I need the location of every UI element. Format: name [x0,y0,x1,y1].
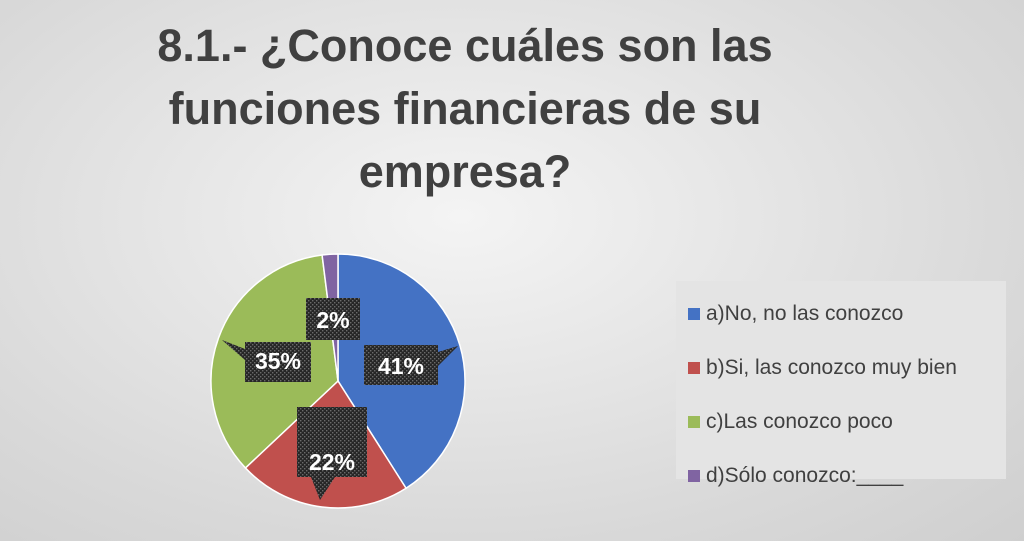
legend: a)No, no las conozco b)Si, las conozco m… [676,281,1006,487]
data-label-b: 22% [297,407,367,500]
data-label-text-c: 35% [255,348,301,374]
legend-item-d: d)Sólo conozco:____ [676,449,1006,503]
legend-label-b: b)Si, las conozco muy bien [706,356,957,379]
legend-swatch-c [688,416,700,428]
legend-swatch-d [688,470,700,482]
data-label-text-b: 22% [309,449,355,475]
data-label-d: 2% [306,298,360,340]
legend-label-a: a)No, no las conozco [706,302,904,325]
legend-swatch-a [688,308,700,320]
data-label-a: 41% [364,345,458,385]
legend-item-b: b)Si, las conozco muy bien [676,341,1006,395]
data-label-text-a: 41% [378,353,424,379]
data-label-c: 35% [222,340,311,382]
chart-title: 8.1.- ¿Conoce cuáles son las funciones f… [120,14,810,203]
legend-label-d: d)Sólo conozco:____ [706,464,904,487]
legend-item-a: a)No, no las conozco [676,287,1006,341]
data-label-tail-b [311,477,335,500]
data-label-tail-a [438,346,458,366]
data-label-box-c [245,342,311,382]
legend-label-c: c)Las conozco poco [706,410,893,433]
data-label-tail-c [222,340,245,360]
data-label-box-b [297,407,367,477]
data-label-box-d [306,298,360,340]
pie-data-labels: 41% 22% 35% 2% [222,298,458,500]
chart-title-line-3: empresa? [358,146,572,197]
data-label-box-a [364,345,438,385]
data-label-text-d: 2% [316,307,349,333]
legend-swatch-b [688,362,700,374]
chart-title-line-1: 8.1.- ¿Conoce cuáles son las [157,20,773,71]
legend-item-c: c)Las conozco poco [676,395,1006,449]
chart-title-line-2: funciones financieras de su [168,83,762,134]
